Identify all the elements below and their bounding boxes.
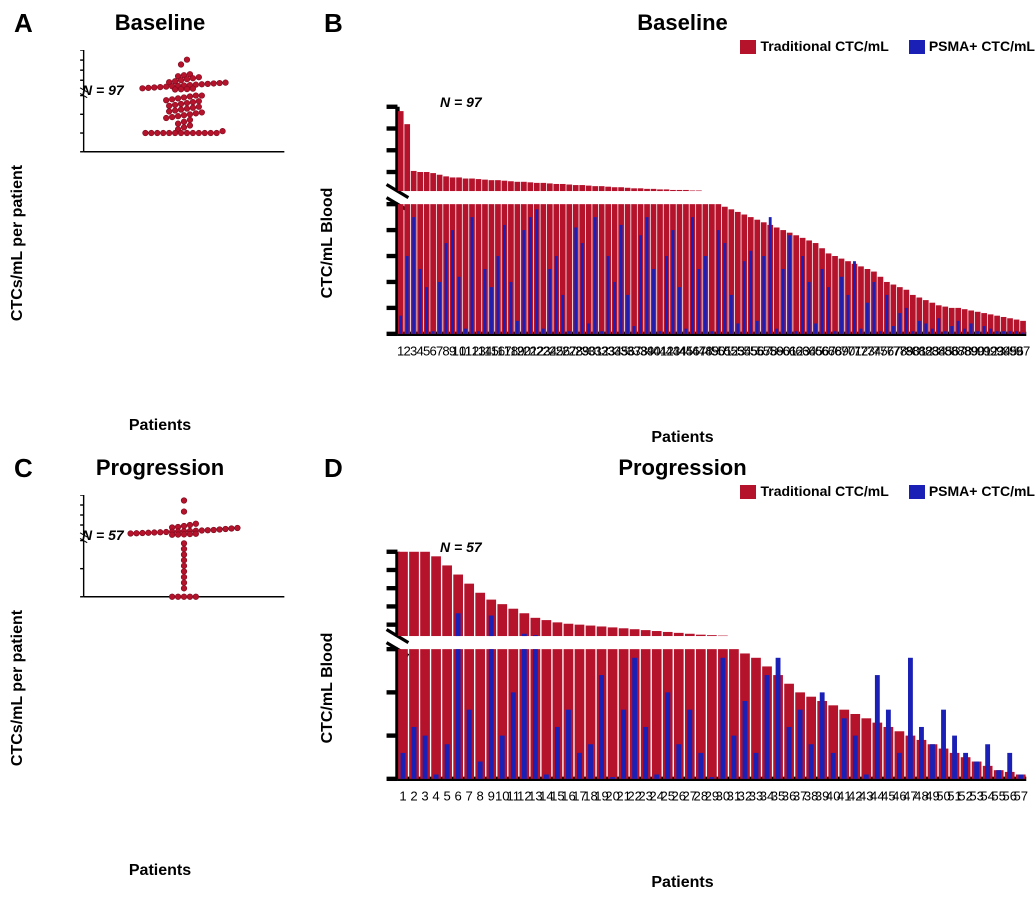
svg-text:1: 1	[78, 564, 79, 575]
svg-text:97: 97	[1016, 344, 1031, 359]
panel-c-chart: CTCs/mL per patient N = 57 0122004006008…	[10, 485, 310, 890]
svg-text:7: 7	[466, 789, 473, 804]
svg-text:9: 9	[488, 789, 495, 804]
panel-a: A Baseline CTCs/mL per patient N = 97 -1…	[10, 10, 310, 445]
panel-label-b: B	[324, 8, 343, 39]
panel-c-svg: 012200400600800	[78, 495, 290, 601]
panel-c-title: Progression	[10, 455, 310, 481]
svg-text:2: 2	[78, 536, 79, 547]
svg-text:-1: -1	[78, 147, 79, 156]
panel-a-xlabel: Patients	[10, 417, 310, 435]
panel-a-title: Baseline	[10, 10, 310, 36]
panel-b-ylabel: CTC/mL Blood	[319, 187, 337, 298]
panel-b-svg: 0123454080120160123456789101112131415161…	[380, 50, 1035, 378]
panel-a-ylabel: CTCs/mL per patient	[9, 164, 27, 320]
svg-text:8: 8	[477, 789, 484, 804]
panel-c: C Progression CTCs/mL per patient N = 57…	[10, 455, 310, 890]
svg-text:2: 2	[78, 91, 79, 102]
panel-label-d: D	[324, 453, 343, 484]
panel-b: B Baseline Traditional CTC/mL PSMA+ CTC/…	[320, 10, 1035, 445]
panel-d-title: Progression	[320, 455, 1035, 481]
svg-text:1: 1	[78, 110, 79, 121]
panel-c-ylabel: CTCs/mL per patient	[9, 609, 27, 765]
svg-text:57: 57	[1013, 789, 1028, 804]
panel-d: D Progression Traditional CTC/mL PSMA+ C…	[320, 455, 1035, 890]
svg-text:2: 2	[410, 789, 417, 804]
panel-d-xlabel: Patients	[320, 874, 1035, 892]
panel-a-chart: CTCs/mL per patient N = 97 -101250100150…	[10, 40, 310, 445]
panel-b-xlabel: Patients	[320, 429, 1035, 447]
panel-c-xlabel: Patients	[10, 862, 310, 880]
svg-text:6: 6	[454, 789, 461, 804]
panel-d-ylabel: CTC/mL Blood	[319, 632, 337, 743]
figure-grid: A Baseline CTCs/mL per patient N = 97 -1…	[10, 10, 1035, 890]
panel-d-chart: CTC/mL Blood N = 57 05101540801201602001…	[320, 485, 1035, 890]
svg-text:0: 0	[78, 592, 79, 601]
svg-text:5: 5	[443, 789, 450, 804]
svg-text:50: 50	[78, 76, 79, 87]
panel-d-svg: 0510154080120160200123456789101112131415…	[380, 495, 1035, 823]
panel-label-c: C	[14, 453, 33, 484]
panel-b-chart: CTC/mL Blood N = 97 01234540801201601234…	[320, 40, 1035, 445]
panel-a-svg: -101250100150200	[78, 50, 290, 156]
panel-b-title: Baseline	[320, 10, 1035, 36]
panel-label-a: A	[14, 8, 33, 39]
svg-text:4: 4	[432, 789, 439, 804]
svg-text:1: 1	[399, 789, 406, 804]
svg-text:3: 3	[421, 789, 428, 804]
svg-text:0: 0	[78, 129, 79, 140]
